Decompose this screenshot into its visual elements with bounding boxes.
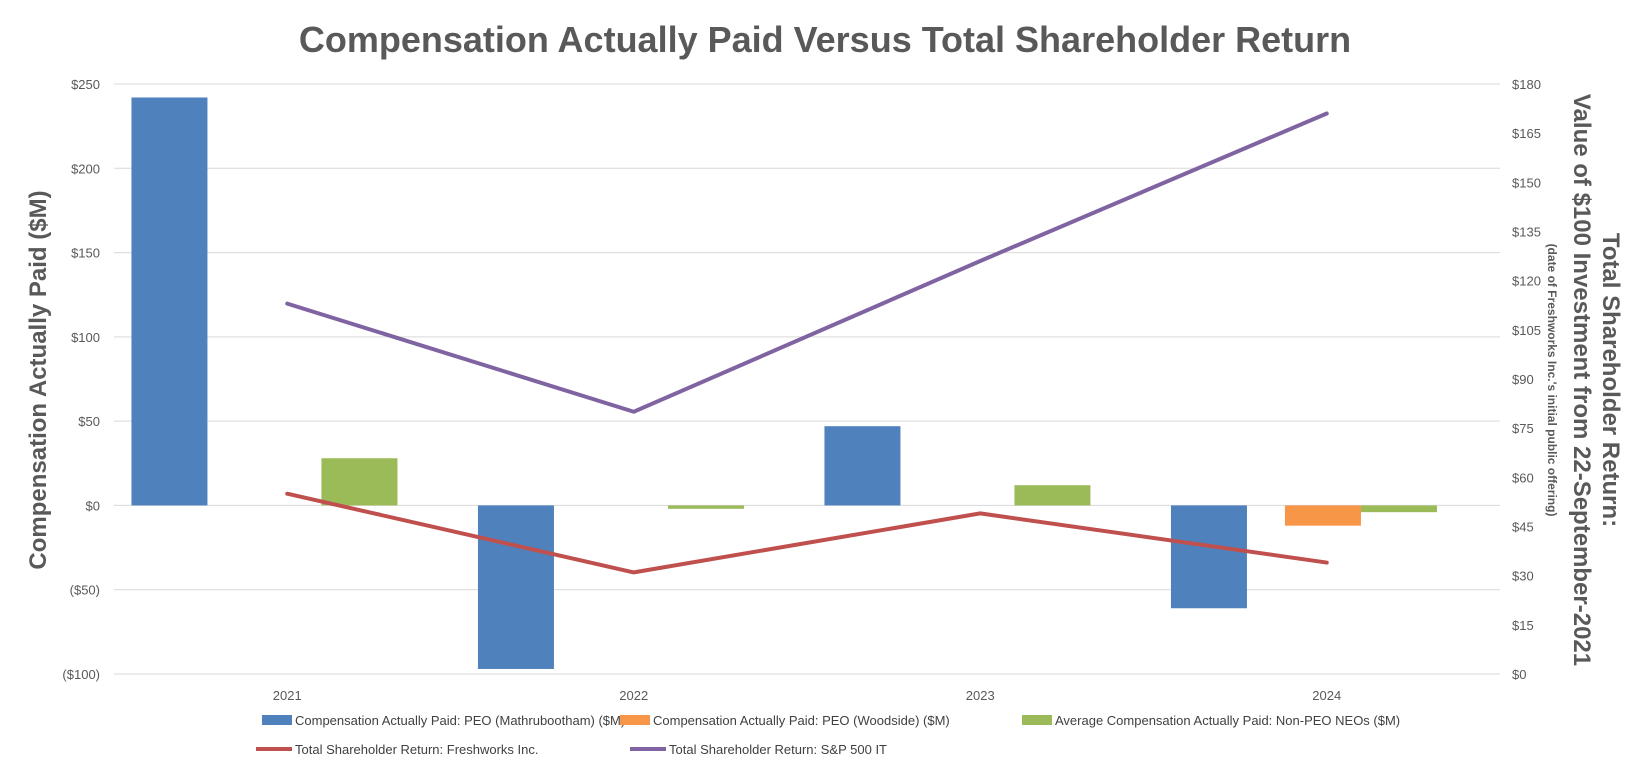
y2-axis-label-line3: (date of Freshworks Inc.'s initial publi… xyxy=(1545,244,1559,517)
y-tick-label: $0 xyxy=(86,498,100,513)
lines xyxy=(285,111,1329,575)
y2-axis-label: Total Shareholder Return: xyxy=(1597,233,1624,527)
y-tick-label: $200 xyxy=(71,161,100,176)
y2-axis-label-line2: Value of $100 Investment from 22-Septemb… xyxy=(1568,94,1595,666)
legend-label: Compensation Actually Paid: PEO (Woodsid… xyxy=(653,713,950,728)
chart-title: Compensation Actually Paid Versus Total … xyxy=(299,19,1351,60)
bars xyxy=(131,97,1437,669)
y-tick-label: $50 xyxy=(78,414,100,429)
legend-label: Average Compensation Actually Paid: Non-… xyxy=(1055,713,1400,728)
legend-swatch xyxy=(620,715,650,725)
right-axis-ticks: $0 $15 $30 $45 $60 $75 $90 $105 $120 $135 $150 $165… xyxy=(1512,77,1541,682)
left-axis-ticks: ($100) ($50) $0 $50 $100 $150 $200 $250 xyxy=(62,77,100,682)
y2-tick-label: $60 xyxy=(1512,470,1534,485)
legend-label: Total Shareholder Return: S&P 500 IT xyxy=(669,742,887,757)
line-series xyxy=(285,111,1329,414)
y2-tick-label: $0 xyxy=(1512,667,1526,682)
y-tick-label: ($50) xyxy=(70,583,100,598)
bar xyxy=(1170,505,1247,609)
x-tick-label: 2024 xyxy=(1312,688,1341,703)
y2-tick-label: $180 xyxy=(1512,77,1541,92)
y2-tick-label: $15 xyxy=(1512,618,1534,633)
bar xyxy=(477,505,554,669)
y2-tick-label: $135 xyxy=(1512,225,1541,240)
bar xyxy=(1360,505,1437,513)
y2-tick-label: $45 xyxy=(1512,520,1534,535)
legend-swatch xyxy=(1022,715,1052,725)
legend-label: Total Shareholder Return: Freshworks Inc… xyxy=(295,742,539,757)
y2-tick-label: $30 xyxy=(1512,569,1534,584)
bar xyxy=(131,97,208,506)
y2-tick-label: $120 xyxy=(1512,274,1541,289)
x-axis-ticks: 2021 2022 2023 2024 xyxy=(273,688,1341,703)
x-tick-label: 2023 xyxy=(966,688,995,703)
y-tick-label: $150 xyxy=(71,246,100,261)
gridlines xyxy=(114,83,1500,675)
y2-tick-label: $150 xyxy=(1512,175,1541,190)
legend-label: Compensation Actually Paid: PEO (Mathrub… xyxy=(295,713,625,728)
y-tick-label: $250 xyxy=(71,77,100,92)
y-tick-label: ($100) xyxy=(62,667,100,682)
bar xyxy=(667,505,744,509)
line-series xyxy=(285,491,1329,575)
bar xyxy=(824,426,901,506)
y-axis-label: Compensation Actually Paid ($M) xyxy=(25,190,52,569)
legend: Compensation Actually Paid: PEO (Mathrub… xyxy=(256,713,1400,757)
y-tick-label: $100 xyxy=(71,330,100,345)
y2-tick-label: $90 xyxy=(1512,372,1534,387)
bar xyxy=(1014,485,1091,506)
legend-swatch xyxy=(262,715,292,725)
y2-tick-label: $75 xyxy=(1512,421,1534,436)
x-tick-label: 2022 xyxy=(619,688,648,703)
y2-tick-label: $105 xyxy=(1512,323,1541,338)
x-tick-label: 2021 xyxy=(273,688,302,703)
bar xyxy=(321,458,398,506)
bar xyxy=(1284,505,1361,526)
y2-tick-label: $165 xyxy=(1512,126,1541,141)
